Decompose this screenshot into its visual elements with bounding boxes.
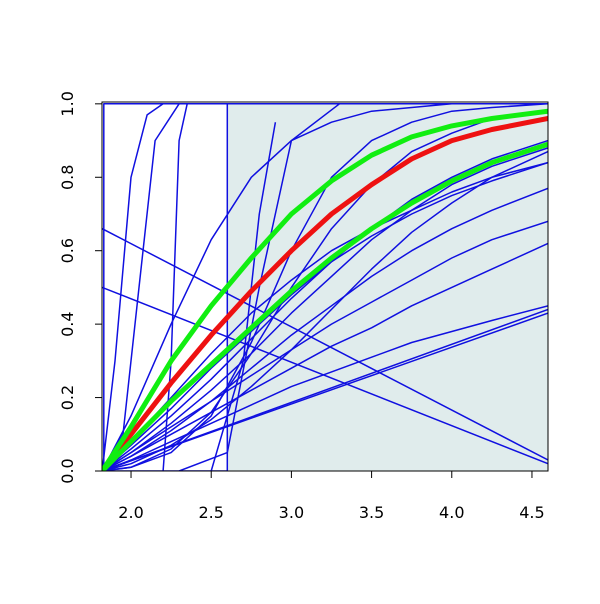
y-tick-label: 0.8: [58, 165, 77, 190]
curve: [102, 242, 548, 471]
y-tick-label: 0.6: [58, 238, 77, 263]
curve: [103, 103, 548, 471]
curve: [102, 139, 548, 471]
plot-area: [102, 103, 548, 471]
y-tick-label: 0.4: [58, 311, 77, 336]
x-tick-label: 2.5: [198, 503, 223, 522]
curve: [210, 122, 277, 471]
curve: [102, 312, 548, 471]
y-tick-label: 1.0: [58, 91, 77, 116]
curve: [102, 108, 548, 471]
y-tick-label: 0.0: [58, 458, 77, 483]
curve: [102, 147, 548, 471]
x-tick-label: 3.0: [279, 503, 304, 522]
curve: [178, 103, 340, 471]
x-tick-label: 4.0: [439, 503, 464, 522]
curve: [162, 103, 188, 471]
curve: [102, 161, 548, 471]
curve: [102, 141, 548, 471]
curve: [102, 286, 548, 465]
curve: [102, 103, 164, 471]
plot-frame: [101, 101, 549, 472]
y-tick-label: 0.2: [58, 385, 77, 410]
curve: [102, 116, 548, 471]
curve: [102, 228, 548, 461]
x-tick-label: 3.5: [359, 503, 384, 522]
curve: [102, 187, 548, 471]
x-tick-label: 4.5: [519, 503, 544, 522]
x-tick-label: 2.0: [118, 503, 143, 522]
